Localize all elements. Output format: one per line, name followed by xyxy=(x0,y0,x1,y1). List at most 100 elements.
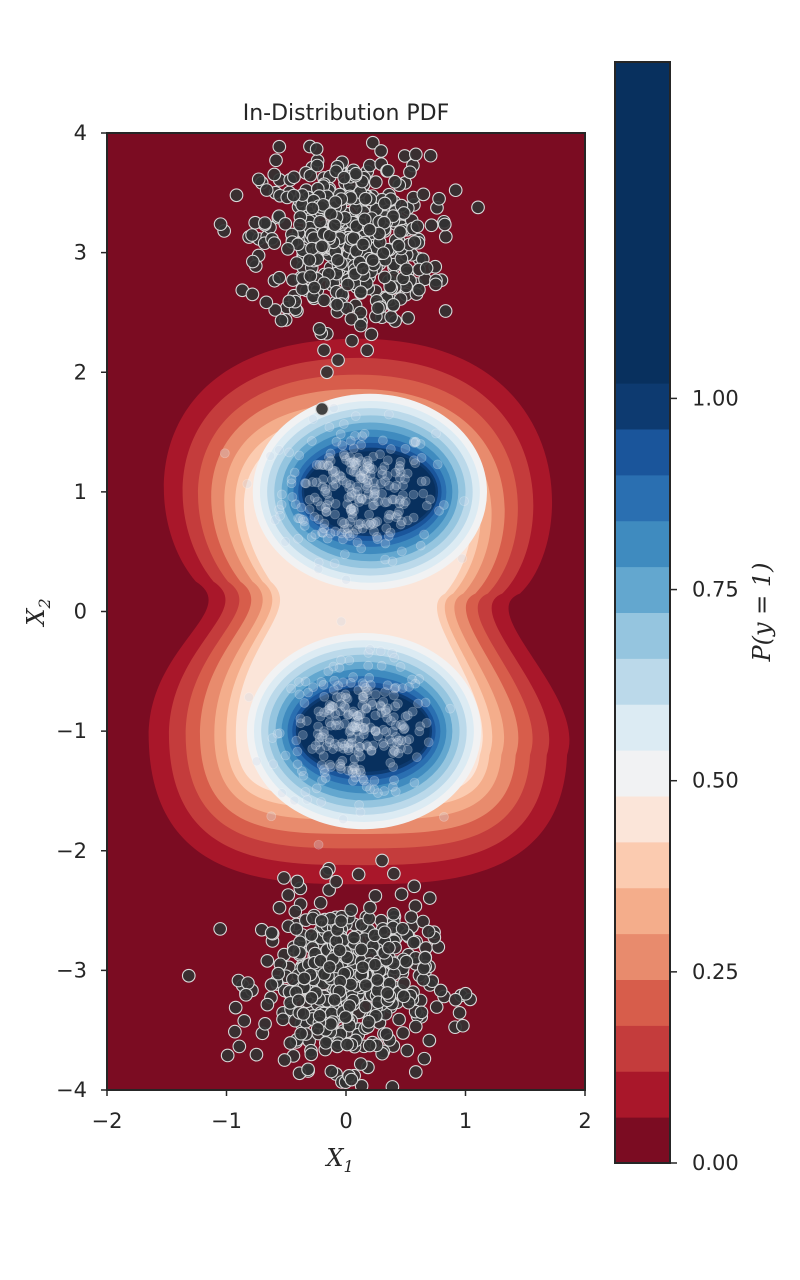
in-distribution-point xyxy=(361,703,372,713)
in-distribution-point xyxy=(369,784,380,795)
in-distribution-point xyxy=(348,761,359,772)
in-distribution-point xyxy=(338,534,348,545)
y-tick-label: 4 xyxy=(74,121,87,145)
ood-point xyxy=(358,191,373,206)
ood-point xyxy=(340,277,355,292)
in-distribution-point xyxy=(457,553,467,564)
in-distribution-point xyxy=(345,465,356,476)
ood-point xyxy=(260,953,275,968)
in-distribution-point xyxy=(376,701,386,712)
in-distribution-point xyxy=(310,740,321,751)
in-distribution-point xyxy=(363,648,374,658)
colorbar-band xyxy=(615,704,670,751)
in-distribution-point xyxy=(349,743,360,754)
in-distribution-point xyxy=(354,709,365,720)
ood-point xyxy=(276,1012,290,1027)
in-distribution-point xyxy=(434,505,444,516)
in-distribution-point xyxy=(359,465,369,475)
in-distribution-point xyxy=(306,436,317,446)
in-distribution-point xyxy=(329,675,340,686)
in-distribution-point xyxy=(348,528,358,539)
ood-point xyxy=(239,987,253,1002)
ood-point xyxy=(271,966,286,981)
in-distribution-point xyxy=(356,440,367,450)
ood-point xyxy=(422,891,437,905)
ood-point xyxy=(410,219,425,234)
in-distribution-point xyxy=(367,500,378,511)
ood-point xyxy=(421,924,436,939)
in-distribution-point xyxy=(364,520,375,530)
in-distribution-point xyxy=(337,755,348,766)
ood-point xyxy=(324,1017,338,1031)
ood-point xyxy=(345,333,359,348)
in-distribution-point xyxy=(345,505,356,516)
in-distribution-point xyxy=(336,764,346,774)
in-distribution-point xyxy=(295,718,306,729)
in-distribution-point xyxy=(402,468,413,479)
in-distribution-point xyxy=(328,661,339,672)
colorbar-band xyxy=(615,520,670,568)
in-distribution-point xyxy=(425,494,436,505)
in-distribution-point xyxy=(334,470,345,481)
ood-point xyxy=(268,303,283,317)
in-distribution-point xyxy=(413,698,423,709)
in-distribution-point xyxy=(324,700,335,710)
ood-point xyxy=(237,1013,252,1028)
y-tick-label: 3 xyxy=(74,241,87,265)
in-distribution-point xyxy=(322,499,333,510)
in-distribution-point xyxy=(318,751,329,762)
in-distribution-point xyxy=(347,512,358,523)
in-distribution-point xyxy=(384,480,395,491)
x-axis-label-main: X xyxy=(324,1144,344,1172)
y-tick-label: 0 xyxy=(74,600,87,624)
in-distribution-point xyxy=(415,540,426,551)
in-distribution-point xyxy=(409,777,420,788)
in-distribution-point xyxy=(299,520,310,531)
in-distribution-point xyxy=(350,457,361,468)
in-distribution-point xyxy=(322,533,333,544)
in-distribution-point xyxy=(357,431,368,442)
in-distribution-point xyxy=(276,499,287,510)
in-distribution-point xyxy=(343,523,353,534)
in-distribution-point xyxy=(356,543,367,554)
ood-point xyxy=(368,175,383,190)
in-distribution-point xyxy=(365,469,376,480)
in-distribution-point xyxy=(335,706,346,717)
ood-point xyxy=(213,217,228,232)
in-distribution-point xyxy=(390,682,401,693)
in-distribution-point xyxy=(410,437,421,448)
in-distribution-point xyxy=(380,687,390,697)
ood-point xyxy=(278,216,293,231)
in-distribution-point xyxy=(350,489,361,499)
in-distribution-point xyxy=(414,726,425,737)
in-distribution-point xyxy=(296,766,307,777)
in-distribution-point xyxy=(321,506,332,517)
contour-band xyxy=(304,451,436,533)
in-distribution-point xyxy=(334,662,345,673)
in-distribution-point xyxy=(341,574,352,585)
ood-point xyxy=(433,983,448,998)
in-distribution-point xyxy=(339,740,350,751)
in-distribution-point xyxy=(370,726,381,737)
ood-point xyxy=(249,1047,264,1062)
ood-point xyxy=(259,295,274,310)
in-distribution-point xyxy=(343,492,354,503)
in-distribution-point xyxy=(286,478,297,489)
ood-point xyxy=(327,218,342,233)
in-distribution-point xyxy=(323,461,334,472)
in-distribution-point xyxy=(348,456,359,467)
in-distribution-point xyxy=(390,720,401,731)
in-distribution-point xyxy=(398,480,408,491)
in-distribution-point xyxy=(313,564,324,575)
in-distribution-point xyxy=(380,476,390,487)
ood-point xyxy=(393,225,407,239)
in-distribution-point xyxy=(338,677,349,688)
ood-point xyxy=(417,1051,432,1066)
in-distribution-point xyxy=(375,646,386,657)
in-distribution-point xyxy=(300,786,311,797)
in-distribution-point xyxy=(381,523,392,534)
in-distribution-point xyxy=(367,464,378,475)
in-distribution-point xyxy=(393,748,404,759)
in-distribution-point xyxy=(369,483,380,494)
in-distribution-point xyxy=(355,473,366,484)
